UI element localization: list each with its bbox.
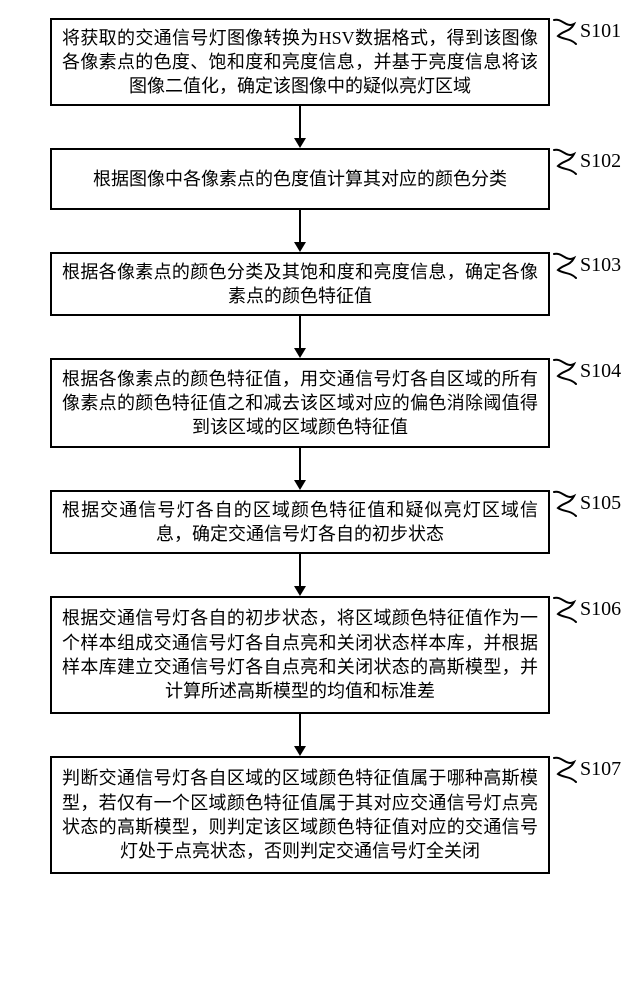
- arrow-line-s102-s103: [299, 210, 301, 242]
- arrow-line-s105-s106: [299, 554, 301, 586]
- flowchart-canvas: 将获取的交通信号灯图像转换为HSV数据格式，得到该图像各像素点的色度、饱和度和亮…: [0, 0, 640, 1000]
- step-label-s107: S107: [580, 758, 621, 781]
- arrow-head-s104-s105: [294, 480, 306, 490]
- arrow-line-s104-s105: [299, 448, 301, 480]
- step-label-s102: S102: [580, 150, 621, 173]
- arrow-head-s105-s106: [294, 586, 306, 596]
- arrow-head-s106-s107: [294, 746, 306, 756]
- step-label-connector-s101: [552, 16, 578, 46]
- arrow-head-s101-s102: [294, 138, 306, 148]
- step-label-connector-s103: [552, 250, 578, 280]
- arrow-head-s102-s103: [294, 242, 306, 252]
- step-label-connector-s107: [552, 754, 578, 784]
- arrow-line-s103-s104: [299, 316, 301, 348]
- arrow-head-s103-s104: [294, 348, 306, 358]
- step-box-s101: 将获取的交通信号灯图像转换为HSV数据格式，得到该图像各像素点的色度、饱和度和亮…: [50, 18, 550, 106]
- step-label-connector-s102: [552, 146, 578, 176]
- step-box-s103: 根据各像素点的颜色分类及其饱和度和亮度信息，确定各像素点的颜色特征值: [50, 252, 550, 316]
- step-box-s102: 根据图像中各像素点的色度值计算其对应的颜色分类: [50, 148, 550, 210]
- step-label-s105: S105: [580, 492, 621, 515]
- step-box-s106: 根据交通信号灯各自的初步状态，将区域颜色特征值作为一个样本组成交通信号灯各自点亮…: [50, 596, 550, 714]
- step-label-s101: S101: [580, 20, 621, 43]
- step-box-s104: 根据各像素点的颜色特征值，用交通信号灯各自区域的所有像素点的颜色特征值之和减去该…: [50, 358, 550, 448]
- step-label-s103: S103: [580, 254, 621, 277]
- step-label-s104: S104: [580, 360, 621, 383]
- step-label-connector-s104: [552, 356, 578, 386]
- step-box-s105: 根据交通信号灯各自的区域颜色特征值和疑似亮灯区域信息，确定交通信号灯各自的初步状…: [50, 490, 550, 554]
- step-label-connector-s106: [552, 594, 578, 624]
- step-label-s106: S106: [580, 598, 621, 621]
- arrow-line-s101-s102: [299, 106, 301, 138]
- step-label-connector-s105: [552, 488, 578, 518]
- step-box-s107: 判断交通信号灯各自区域的区域颜色特征值属于哪种高斯模型，若仅有一个区域颜色特征值…: [50, 756, 550, 874]
- arrow-line-s106-s107: [299, 714, 301, 746]
